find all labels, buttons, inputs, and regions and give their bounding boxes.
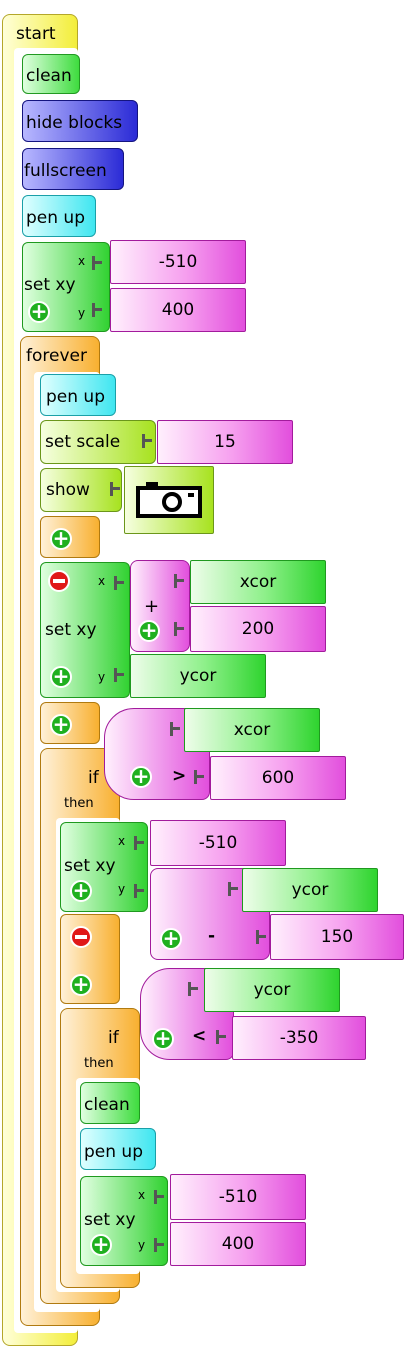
add-input-icon[interactable]: + <box>138 620 160 642</box>
x-param-label: x <box>118 834 126 848</box>
socket-connector-icon <box>194 770 204 784</box>
fullscreen-label: fullscreen <box>24 161 107 181</box>
socket-connector-icon <box>110 482 120 496</box>
y-param-label: y <box>78 306 86 320</box>
socket-connector-icon <box>174 574 184 588</box>
socket-connector-icon <box>134 884 144 898</box>
socket-connector-icon <box>92 303 102 317</box>
clean-block[interactable] <box>80 1082 140 1124</box>
ycor-reporter[interactable]: ycor <box>204 968 340 1012</box>
pen-up-label: pen up <box>46 387 105 407</box>
add-input-icon[interactable]: + <box>50 714 72 736</box>
socket-connector-icon <box>154 1190 164 1204</box>
y-param-label: y <box>138 1238 146 1252</box>
socket-connector-icon <box>170 722 180 736</box>
pen-up-block[interactable] <box>80 1128 156 1170</box>
media-input[interactable] <box>124 466 214 534</box>
x-param-label: x <box>138 1188 146 1202</box>
pen-up-label: pen up <box>84 1142 143 1162</box>
add-input-icon[interactable]: + <box>28 301 50 323</box>
if-label: if <box>108 1028 119 1048</box>
setxy-label: set xy <box>84 1210 136 1230</box>
x-value-input[interactable]: -510 <box>150 820 286 866</box>
ycor-reporter[interactable]: ycor <box>242 868 378 912</box>
add-input-icon[interactable]: + <box>160 928 182 950</box>
ycor-reporter[interactable]: ycor <box>130 654 266 698</box>
add-input-icon[interactable]: + <box>70 880 92 902</box>
socket-connector-icon <box>142 434 152 448</box>
clean-label: clean <box>26 66 72 86</box>
add-input-icon[interactable]: + <box>90 1234 112 1256</box>
plus-operator-label: + <box>144 596 160 617</box>
clean-block[interactable] <box>22 54 80 94</box>
if-label: if <box>88 768 99 788</box>
y-value-input[interactable]: 400 <box>170 1222 306 1266</box>
compare-operator-label: < <box>192 1026 207 1046</box>
xcor-reporter[interactable]: xcor <box>190 560 326 604</box>
hide-blocks-label: hide blocks <box>26 113 123 133</box>
socket-connector-icon <box>228 882 238 896</box>
x-value-input[interactable]: -510 <box>170 1174 306 1220</box>
x-param-label: x <box>78 254 86 268</box>
setxy-label: set xy <box>45 620 97 640</box>
show-label: show <box>46 480 90 500</box>
remove-input-icon[interactable] <box>70 926 92 948</box>
socket-connector-icon <box>256 930 266 944</box>
clean-label: clean <box>84 1095 130 1115</box>
y-param-label: y <box>118 882 126 896</box>
socket-connector-icon <box>154 1238 164 1252</box>
socket-connector-icon <box>174 622 184 636</box>
xcor-reporter[interactable]: xcor <box>184 708 320 752</box>
x-param-label: x <box>98 574 106 588</box>
camera-icon <box>136 482 202 518</box>
hide-blocks-block[interactable] <box>22 100 138 142</box>
then-label: then <box>64 796 94 811</box>
socket-connector-icon <box>114 576 124 590</box>
forever-label: forever <box>26 346 87 366</box>
minus-operator-label: - <box>208 926 216 946</box>
add-input-icon[interactable]: + <box>70 974 92 996</box>
socket-connector-icon <box>92 256 102 270</box>
pen-up-label: pen up <box>26 208 85 228</box>
socket-connector-icon <box>114 668 124 682</box>
socket-connector-icon <box>134 836 144 850</box>
compare-value-input[interactable]: -350 <box>232 1016 366 1060</box>
then-label: then <box>84 1056 114 1071</box>
y-value-input[interactable]: 400 <box>110 288 246 332</box>
set-scale-label: set scale <box>45 432 121 452</box>
scale-value-input[interactable]: 15 <box>157 420 293 464</box>
compare-value-input[interactable]: 600 <box>210 756 346 800</box>
pen-up-block[interactable] <box>22 195 96 237</box>
set-scale-block[interactable] <box>40 420 156 464</box>
x-value-input[interactable]: -510 <box>110 240 246 284</box>
pen-up-block[interactable] <box>40 374 116 416</box>
socket-connector-icon <box>216 1030 226 1044</box>
add-input-icon[interactable]: + <box>50 528 72 550</box>
remove-input-icon[interactable] <box>48 570 70 592</box>
socket-connector-icon <box>188 982 198 996</box>
compare-operator-label: > <box>172 766 187 786</box>
add-value-input[interactable]: 200 <box>190 606 326 652</box>
add-input-icon[interactable]: + <box>50 666 72 688</box>
setxy-label: set xy <box>64 856 116 876</box>
fullscreen-block[interactable] <box>22 148 124 190</box>
setxy-label: set xy <box>24 275 76 295</box>
start-label: start <box>16 24 56 44</box>
add-input-icon[interactable]: + <box>152 1028 174 1050</box>
show-block[interactable] <box>40 468 122 512</box>
y-param-label: y <box>98 670 106 684</box>
subtract-value-input[interactable]: 150 <box>270 914 404 960</box>
add-input-icon[interactable]: + <box>130 766 152 788</box>
